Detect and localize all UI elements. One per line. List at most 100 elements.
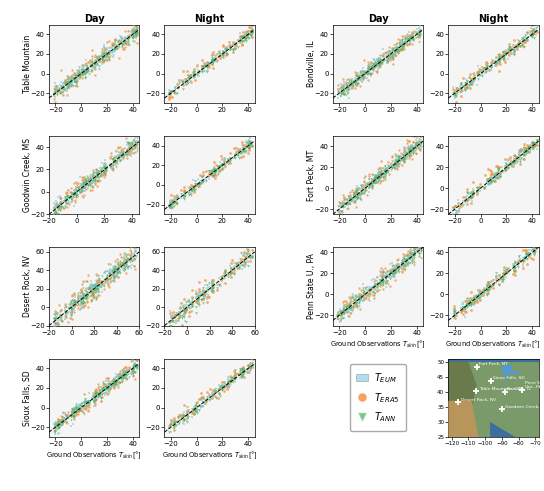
- Point: [132, 252, 141, 260]
- Point: [201, 62, 209, 70]
- Point: [108, 41, 116, 49]
- Point: [238, 369, 247, 377]
- Point: [373, 67, 381, 75]
- Point: [76, 185, 85, 192]
- Point: [64, 74, 72, 82]
- Point: [205, 396, 213, 404]
- Point: [103, 275, 112, 283]
- Point: [191, 309, 200, 317]
- Point: [118, 34, 126, 42]
- Point: [405, 28, 413, 36]
- Point: [111, 268, 120, 275]
- Point: [523, 29, 531, 37]
- Point: [407, 28, 416, 36]
- Point: [67, 315, 76, 323]
- Point: [129, 250, 138, 258]
- Point: [132, 30, 140, 38]
- Point: [82, 172, 91, 180]
- Point: [214, 165, 223, 173]
- Point: [473, 298, 481, 305]
- Point: [83, 284, 92, 292]
- Point: [373, 282, 382, 290]
- Point: [81, 178, 89, 186]
- Point: [393, 48, 402, 56]
- Point: [340, 304, 349, 312]
- Point: [358, 73, 367, 81]
- Point: [168, 316, 176, 324]
- Point: [238, 36, 246, 44]
- Point: [95, 164, 104, 172]
- Point: [475, 287, 484, 295]
- Point: [63, 80, 71, 87]
- Point: [398, 257, 406, 265]
- Point: [120, 252, 129, 260]
- Point: [55, 313, 64, 321]
- Point: [353, 293, 361, 301]
- Point: [87, 67, 96, 75]
- Point: [345, 194, 354, 202]
- Point: [98, 50, 107, 58]
- Point: [369, 182, 378, 190]
- Point: [52, 421, 61, 429]
- Point: [355, 295, 363, 302]
- Point: [382, 49, 391, 57]
- Point: [394, 146, 403, 154]
- Point: [88, 59, 96, 67]
- Point: [67, 302, 76, 310]
- Point: [69, 78, 78, 86]
- Point: [111, 270, 120, 278]
- Point: [67, 300, 76, 308]
- Point: [178, 305, 187, 313]
- Point: [348, 79, 357, 86]
- Point: [381, 273, 390, 281]
- Point: [502, 166, 511, 174]
- Point: [132, 139, 141, 147]
- Point: [129, 136, 138, 144]
- Point: [393, 263, 401, 271]
- Point: [351, 71, 360, 79]
- Point: [109, 46, 118, 54]
- Point: [344, 192, 353, 200]
- Point: [400, 151, 409, 159]
- Point: [212, 387, 220, 395]
- Point: [88, 53, 96, 60]
- Point: [108, 41, 116, 49]
- Point: [244, 251, 253, 259]
- Point: [361, 295, 370, 302]
- Point: [67, 75, 76, 82]
- Point: [387, 269, 395, 276]
- Point: [213, 58, 222, 66]
- Point: [177, 187, 186, 194]
- Point: [122, 151, 131, 159]
- Point: [119, 37, 128, 45]
- Point: [450, 312, 459, 320]
- Point: [111, 263, 120, 271]
- Point: [461, 85, 469, 93]
- Point: [167, 198, 176, 206]
- Point: [63, 192, 71, 200]
- Point: [166, 421, 175, 429]
- Point: [90, 63, 99, 71]
- Point: [360, 70, 369, 78]
- Point: [68, 300, 77, 308]
- Point: [367, 70, 375, 78]
- Point: [84, 272, 92, 279]
- Point: [394, 261, 403, 269]
- Point: [246, 29, 255, 37]
- Point: [180, 184, 189, 191]
- Point: [100, 383, 109, 391]
- Point: [242, 33, 251, 41]
- Point: [92, 287, 101, 295]
- Point: [336, 89, 345, 97]
- Point: [336, 201, 345, 209]
- Point: [170, 419, 178, 427]
- Point: [373, 273, 381, 280]
- Point: [239, 152, 248, 160]
- Point: [121, 363, 129, 371]
- Point: [192, 402, 201, 409]
- Point: [348, 186, 357, 193]
- Point: [70, 412, 79, 420]
- Point: [208, 278, 217, 286]
- Point: [240, 364, 249, 372]
- Point: [388, 270, 397, 278]
